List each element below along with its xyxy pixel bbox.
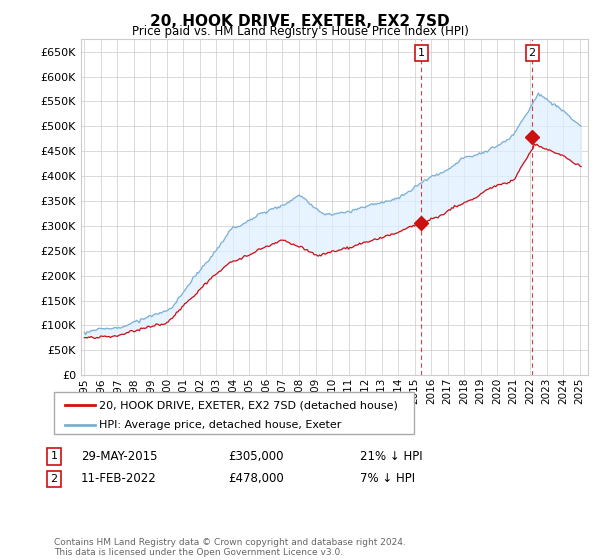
Text: £305,000: £305,000 xyxy=(228,450,284,463)
Text: 29-MAY-2015: 29-MAY-2015 xyxy=(81,450,157,463)
Text: 20, HOOK DRIVE, EXETER, EX2 7SD: 20, HOOK DRIVE, EXETER, EX2 7SD xyxy=(150,14,450,29)
Text: 2: 2 xyxy=(50,474,58,484)
Text: 21% ↓ HPI: 21% ↓ HPI xyxy=(360,450,422,463)
Text: Price paid vs. HM Land Registry's House Price Index (HPI): Price paid vs. HM Land Registry's House … xyxy=(131,25,469,38)
Text: 11-FEB-2022: 11-FEB-2022 xyxy=(81,472,157,486)
Text: 20, HOOK DRIVE, EXETER, EX2 7SD (detached house): 20, HOOK DRIVE, EXETER, EX2 7SD (detache… xyxy=(99,400,398,410)
Text: £478,000: £478,000 xyxy=(228,472,284,486)
Text: 1: 1 xyxy=(50,451,58,461)
Text: 1: 1 xyxy=(418,48,425,58)
Text: 2: 2 xyxy=(529,48,536,58)
Text: Contains HM Land Registry data © Crown copyright and database right 2024.
This d: Contains HM Land Registry data © Crown c… xyxy=(54,538,406,557)
Text: 7% ↓ HPI: 7% ↓ HPI xyxy=(360,472,415,486)
Text: HPI: Average price, detached house, Exeter: HPI: Average price, detached house, Exet… xyxy=(99,420,341,430)
